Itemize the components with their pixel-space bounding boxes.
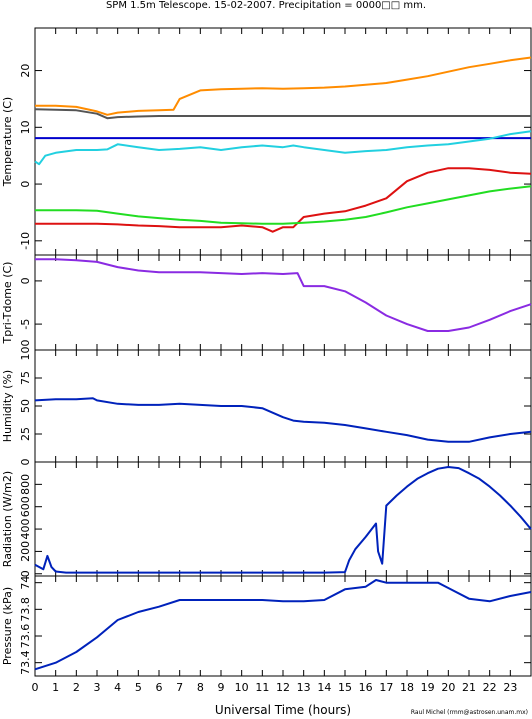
panel-frame xyxy=(34,27,532,256)
y-tick-label: 25 xyxy=(19,427,32,441)
panel-0-series-3-line xyxy=(34,130,532,166)
x-tick-label: 4 xyxy=(114,681,121,694)
y-tick-label: 74 xyxy=(19,576,32,590)
panel-4: 73.473.6 73.8 74 Pressure (kPa) xyxy=(1,575,532,677)
panel-0-series-1-line xyxy=(34,108,531,120)
panel-0-series-0-line xyxy=(35,56,532,116)
y-tick-label: 75 xyxy=(19,371,32,385)
panel-2: 0 25 50 75 100 Humidity (%) xyxy=(1,340,532,466)
y-tick-label: 20 xyxy=(19,64,32,78)
x-tick-label: 6 xyxy=(156,681,163,694)
x-tick-label: 15 xyxy=(338,681,352,694)
x-tick-label: 11 xyxy=(255,681,269,694)
x-tick-label: 13 xyxy=(297,681,311,694)
y-tick-label: -5 xyxy=(19,319,32,330)
panel-frame xyxy=(34,254,532,351)
y-tick-label: 200 xyxy=(19,541,32,562)
panel-frame xyxy=(34,349,532,463)
y-tick-label: 100 xyxy=(19,340,32,361)
x-tick-label: 20 xyxy=(441,681,455,694)
y-tick-label: 50 xyxy=(19,399,32,413)
panel-4-series-0-line xyxy=(34,579,532,671)
x-tick-label: 5 xyxy=(135,681,142,694)
x-tick-label: 22 xyxy=(483,681,497,694)
x-axis-label: Universal Time (hours) xyxy=(215,703,351,717)
x-tick-label: 9 xyxy=(218,681,225,694)
x-tick-label: 3 xyxy=(94,681,101,694)
x-tick-label: 7 xyxy=(176,681,183,694)
x-tick-label: 23 xyxy=(503,681,517,694)
x-tick-label: 12 xyxy=(276,681,290,694)
panel-0-series-5-line xyxy=(35,185,532,225)
x-tick-label: 8 xyxy=(197,681,204,694)
panel-frame xyxy=(34,461,532,577)
y-axis-label: Pressure (kPa) xyxy=(1,587,14,665)
credit-text: Raul Michel (rmm@astrosen.unam.mx) xyxy=(411,709,528,716)
x-tick-label: 10 xyxy=(235,681,249,694)
panel-1-series-0-line xyxy=(35,258,532,332)
x-tick-label: 2 xyxy=(73,681,80,694)
y-tick-label: 73.8 xyxy=(19,597,32,622)
y-tick-label: 0 xyxy=(19,277,32,284)
panel-3-series-0-line xyxy=(34,466,532,574)
panel-1: -5 0 Tpri-Tdome (C) xyxy=(1,254,532,351)
y-tick-label: 400 xyxy=(19,519,32,540)
x-tick-label: 18 xyxy=(400,681,414,694)
y-axis-label: Temperature (C) xyxy=(1,97,14,187)
y-tick-label: 0 xyxy=(19,570,32,577)
y-tick-label: 0 xyxy=(19,181,32,188)
x-tick-label: 21 xyxy=(462,681,476,694)
y-axis-label: Humidity (%) xyxy=(1,370,14,442)
y-tick-label: -10 xyxy=(19,232,32,250)
y-tick-label: 0 xyxy=(19,459,32,466)
y-tick-label: 73.6 xyxy=(19,624,32,649)
y-tick-label: 800 xyxy=(19,474,32,495)
x-tick-label: 16 xyxy=(359,681,373,694)
x-tick-label: 1 xyxy=(52,681,59,694)
x-tick-label: 19 xyxy=(421,681,435,694)
y-axis-label: Tpri-Tdome (C) xyxy=(1,262,14,345)
chart-title: SPM 1.5m Telescope. 15-02-2007. Precipit… xyxy=(106,0,426,11)
x-tick-label: 14 xyxy=(317,681,331,694)
panel-0: -10 0 10 20 Temperature (C) xyxy=(1,27,532,256)
x-tick-label: 17 xyxy=(379,681,393,694)
panel-2-series-0-line xyxy=(34,397,532,443)
y-tick-label: 73.4 xyxy=(19,650,32,675)
y-tick-label: 10 xyxy=(19,120,32,134)
panel-0-series-4-line xyxy=(35,167,532,233)
y-tick-label: 600 xyxy=(19,496,32,517)
x-tick-label: 0 xyxy=(32,681,39,694)
y-axis-label: Radiation (W/m2) xyxy=(1,471,14,567)
